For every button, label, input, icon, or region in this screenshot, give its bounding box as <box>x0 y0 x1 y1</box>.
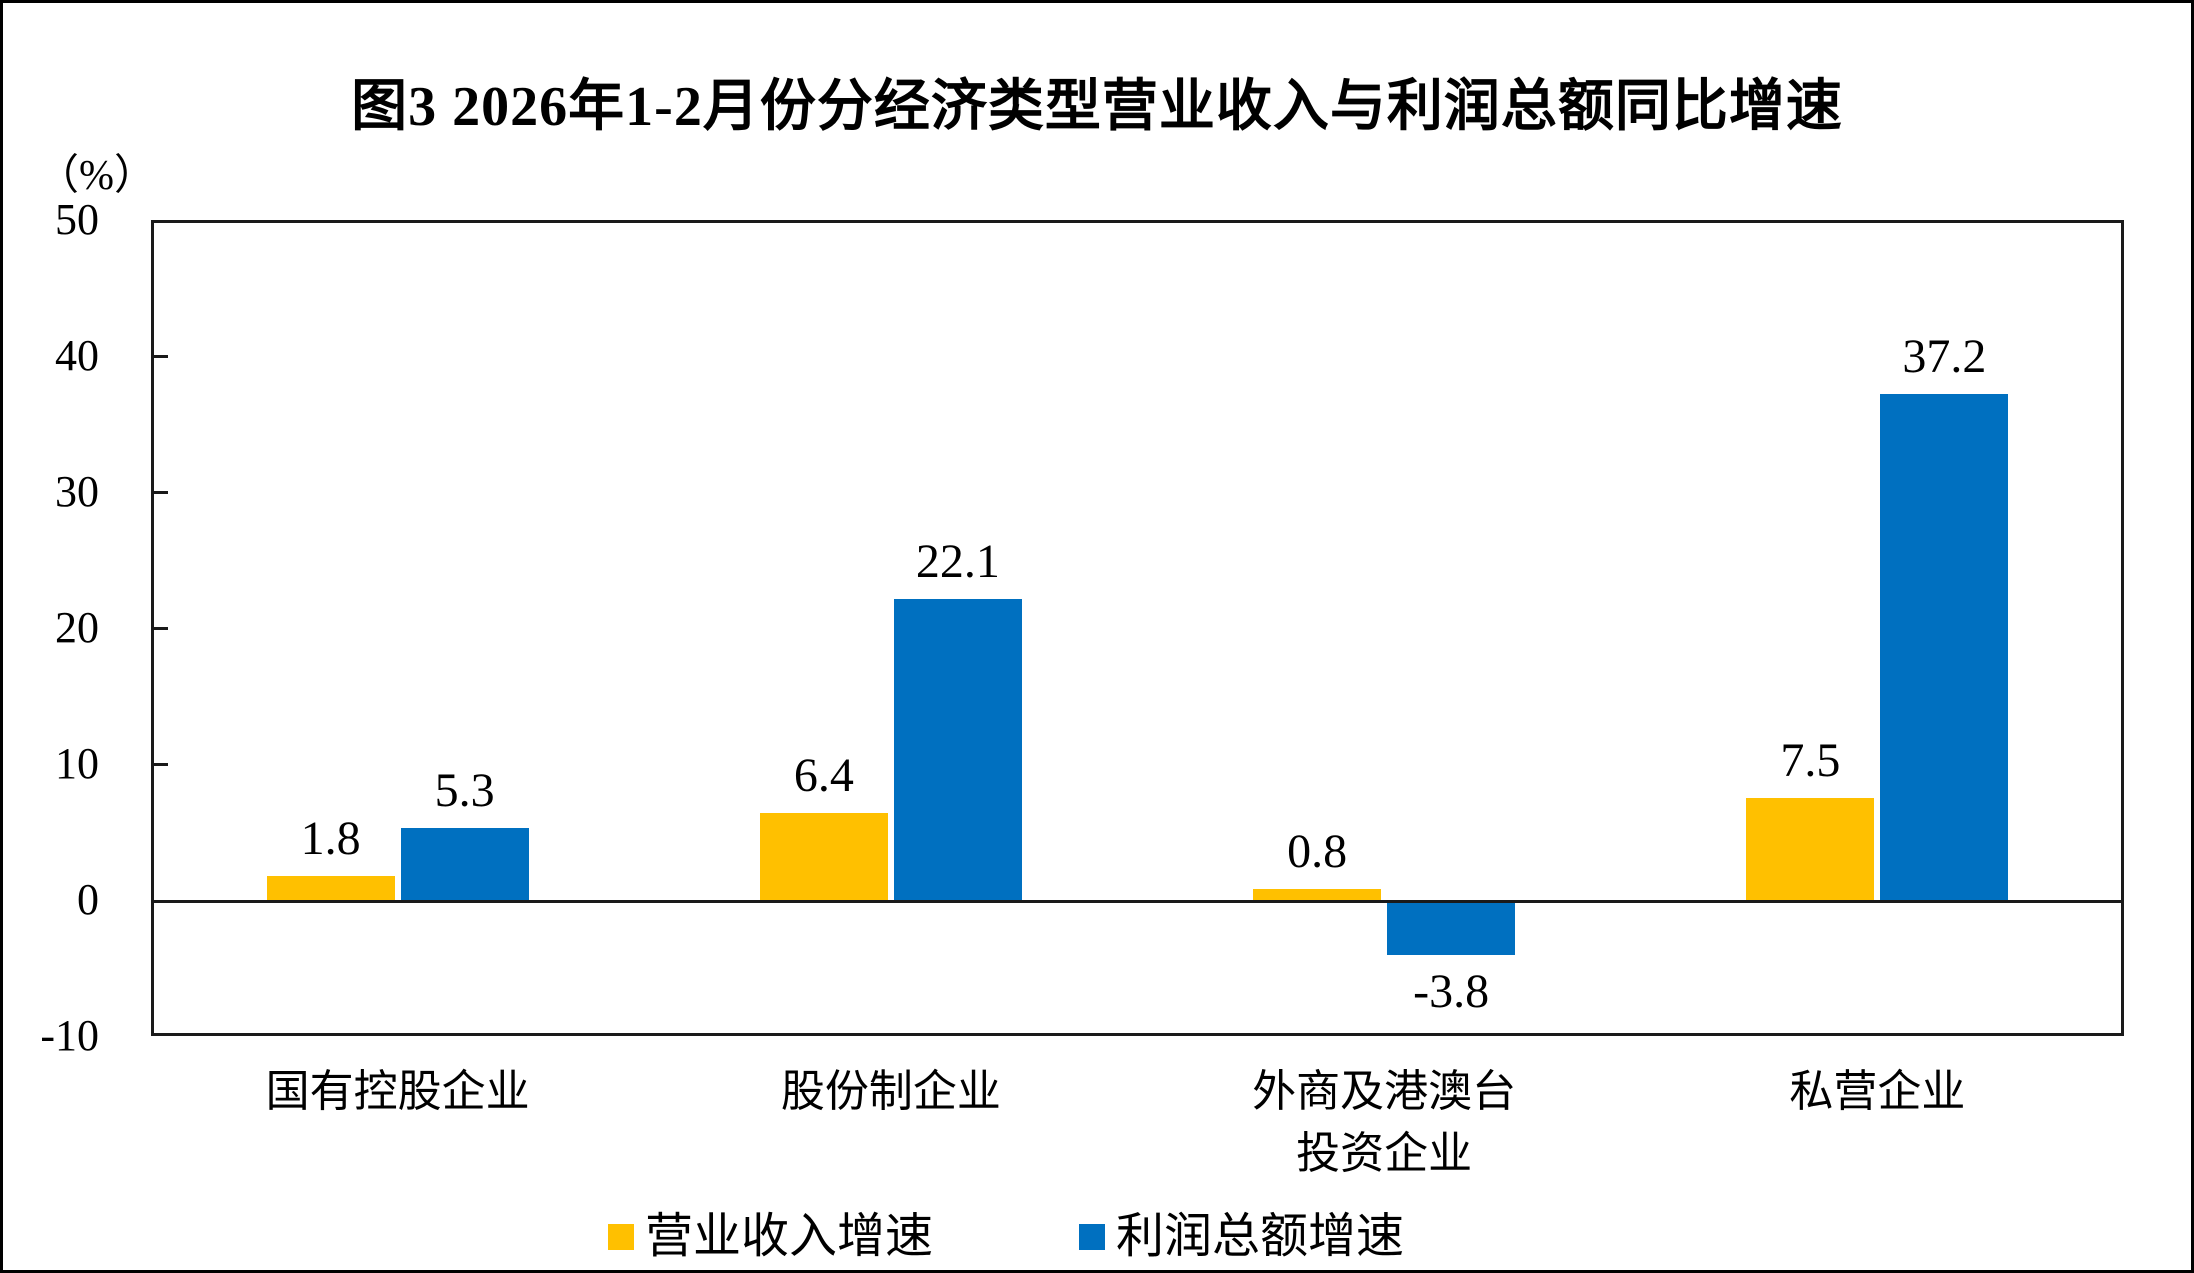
revenue-growth-value-label: 1.8 <box>300 811 361 865</box>
y-axis-tick <box>154 491 168 494</box>
legend-entry-revenue-growth: 营业收入增速 <box>608 1206 933 1268</box>
plot-area: 1.8 5.3 6.4 22.1 0.8 -3.8 7.5 37.2 <box>151 220 2124 1036</box>
legend: 营业收入增速 利润总额增速 <box>3 1206 2191 1268</box>
y-tick-label: 0 <box>77 875 99 924</box>
revenue-growth-value-label: 6.4 <box>793 748 854 802</box>
category-label: 私营企业 <box>1789 1067 1966 1116</box>
profit-growth-bar <box>1387 903 1516 955</box>
category-label: 国有控股企业 <box>265 1067 530 1116</box>
profit-growth-value-label: 37.2 <box>1902 330 1987 384</box>
y-tick-label: 50 <box>55 195 99 244</box>
y-axis-tick <box>154 355 168 358</box>
zero-baseline <box>154 900 2121 903</box>
y-axis-tick <box>154 627 168 630</box>
y-tick-label: 10 <box>55 739 99 788</box>
y-tick-label: 30 <box>55 467 99 516</box>
y-tick-label: 40 <box>55 331 99 380</box>
profit-growth-value-label: -3.8 <box>1413 964 1490 1018</box>
profit-growth-value-label: 22.1 <box>915 535 1000 589</box>
profit-growth-value-label: 5.3 <box>434 763 495 817</box>
legend-marker-revenue-growth <box>608 1224 634 1250</box>
legend-marker-profit-growth <box>1079 1224 1105 1250</box>
legend-label-revenue-growth: 营业收入增速 <box>645 1210 934 1263</box>
category-label: 外商及港澳台 投资企业 <box>1252 1067 1517 1178</box>
revenue-growth-bar <box>759 812 888 900</box>
y-tick-label: 20 <box>55 603 99 652</box>
y-tick-label: -10 <box>40 1011 99 1060</box>
y-axis-tick <box>154 763 168 766</box>
legend-label-profit-growth: 利润总额增速 <box>1116 1210 1405 1263</box>
profit-growth-bar <box>400 827 529 900</box>
profit-growth-bar <box>893 599 1022 900</box>
chart-title: 图3 2026年1-2月份分经济类型营业收入与利润总额同比增速 <box>351 76 1843 138</box>
category-label: 股份制企业 <box>780 1067 1001 1116</box>
revenue-growth-bar <box>1253 889 1382 900</box>
profit-growth-bar <box>1880 394 2009 900</box>
legend-entry-profit-growth: 利润总额增速 <box>1079 1206 1404 1268</box>
revenue-growth-value-label: 0.8 <box>1287 825 1348 879</box>
revenue-growth-bar <box>1746 798 1875 900</box>
y-axis-unit-label: （%） <box>37 153 156 199</box>
revenue-growth-bar <box>266 875 395 900</box>
revenue-growth-value-label: 7.5 <box>1780 734 1841 787</box>
